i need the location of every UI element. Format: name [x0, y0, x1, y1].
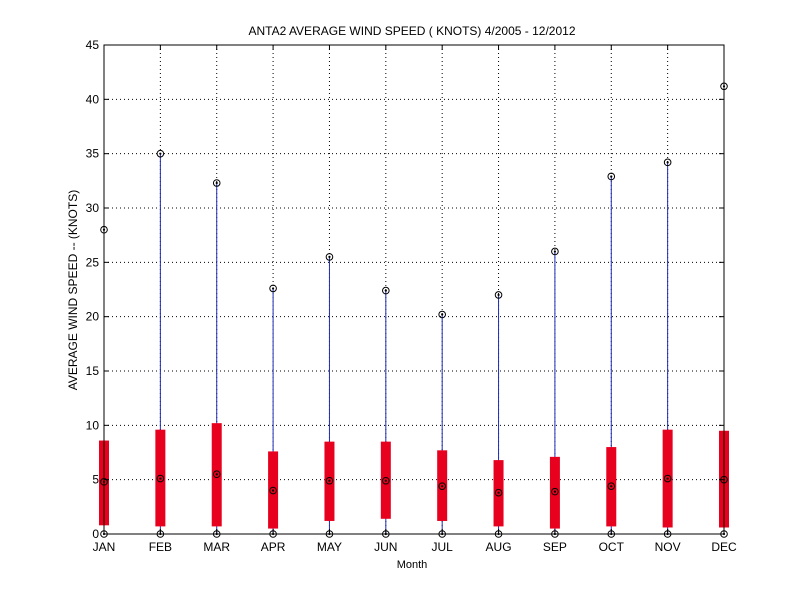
- x-tick-label: OCT: [599, 540, 625, 554]
- mean-dot-may: [328, 479, 331, 482]
- max-marker-jun: [382, 286, 390, 295]
- max-dot-may: [328, 255, 331, 258]
- max-marker-mar: [212, 179, 221, 187]
- y-tick-label: 5: [92, 473, 99, 487]
- y-tick-label: 15: [86, 364, 100, 378]
- mean-dot-jun: [384, 479, 387, 482]
- mean-dot-apr: [271, 489, 275, 492]
- x-tick-label: SEP: [543, 540, 567, 554]
- max-dot-feb: [159, 152, 162, 155]
- y-tick-label: 20: [86, 310, 100, 324]
- plot-frame: [103, 44, 725, 535]
- max-marker-may: [325, 253, 334, 261]
- y-tick-label: 35: [86, 147, 100, 161]
- mean-marker-mar: [212, 470, 221, 479]
- mean-dot-jul: [441, 485, 444, 488]
- chart-title: ANTA2 AVERAGE WIND SPEED ( KNOTS) 4/2005…: [248, 24, 575, 38]
- max-marker-sep: [551, 247, 559, 256]
- y-tick-label: 45: [86, 38, 100, 52]
- max-dot-aug: [497, 293, 500, 297]
- max-dot-oct: [610, 175, 613, 178]
- max-dot-sep: [553, 250, 557, 253]
- x-tick-label: MAR: [203, 540, 230, 554]
- max-marker-nov: [663, 158, 672, 167]
- mean-marker-jun: [382, 476, 390, 485]
- mean-marker-apr: [269, 486, 277, 495]
- max-marker-oct: [607, 172, 616, 181]
- mean-marker-nov: [663, 474, 672, 483]
- x-tick-label: JUL: [432, 540, 454, 554]
- x-tick-label: JUN: [374, 540, 397, 554]
- mean-dot-aug: [497, 491, 500, 494]
- max-marker-apr: [269, 284, 277, 293]
- mean-marker-may: [325, 476, 334, 485]
- x-axis-label: Month: [397, 559, 428, 571]
- axis-ticks: 0 5 10 15 20 25 30 35 40 45 JAN FEB MAR APR MAY JUN JUL A…: [86, 38, 737, 554]
- mean-marker-feb: [156, 474, 165, 483]
- x-tick-label: NOV: [655, 540, 681, 554]
- x-tick-label: JAN: [93, 540, 116, 554]
- y-tick-label: 0: [92, 527, 99, 541]
- max-marker-feb: [156, 149, 165, 158]
- x-tick-label: FEB: [149, 540, 172, 554]
- x-tick-label: APR: [261, 540, 286, 554]
- data-marks: [99, 82, 729, 538]
- y-tick-label: 40: [86, 92, 100, 106]
- max-marker-jul: [438, 310, 446, 319]
- x-tick-label: DEC: [711, 540, 737, 554]
- max-marker-aug: [494, 291, 503, 299]
- y-tick-label: 25: [86, 255, 100, 269]
- max-dot-apr: [271, 287, 275, 290]
- mean-marker-aug: [494, 488, 503, 497]
- y-tick-label: 10: [86, 418, 100, 432]
- mean-dot-sep: [553, 490, 557, 493]
- mean-dot-oct: [610, 485, 613, 488]
- max-dot-nov: [666, 161, 669, 164]
- y-tick-label: 30: [86, 201, 100, 215]
- mean-dot-mar: [215, 473, 218, 476]
- mean-marker-oct: [607, 482, 616, 490]
- x-tick-label: AUG: [486, 540, 512, 554]
- mean-marker-jul: [438, 482, 446, 490]
- mean-dot-feb: [159, 477, 162, 480]
- max-dot-jul: [441, 313, 444, 316]
- mean-dot-nov: [666, 477, 669, 480]
- max-dot-jun: [384, 289, 387, 292]
- mean-marker-sep: [551, 487, 559, 496]
- x-tick-label: MAY: [317, 540, 342, 554]
- y-axis-label: AVERAGE WIND SPEED -- (KNOTS): [66, 190, 80, 390]
- max-dot-mar: [215, 181, 218, 185]
